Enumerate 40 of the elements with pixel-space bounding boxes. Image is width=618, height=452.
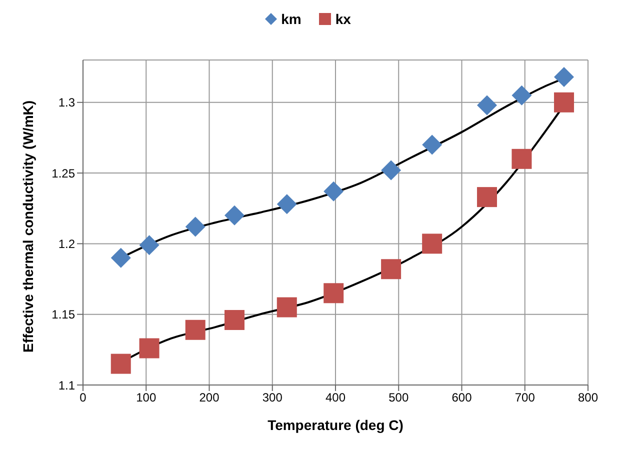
point	[554, 92, 574, 112]
y-tick-label: 1.1	[58, 378, 76, 392]
x-tick-label: 200	[199, 390, 220, 405]
point	[477, 187, 497, 208]
x-tick-label: 700	[514, 390, 536, 405]
x-tick-label: 400	[325, 390, 346, 405]
x-tick-label: 300	[262, 390, 283, 405]
y-tick-label: 1.25	[52, 166, 76, 180]
x-tick-label: 100	[136, 390, 156, 405]
y-axis-title: Effective thermal conductivity (W/mK)	[20, 100, 36, 352]
point	[422, 234, 442, 254]
point	[276, 297, 297, 318]
point	[139, 235, 160, 256]
point	[477, 95, 497, 116]
x-tick-label: 0	[80, 390, 87, 405]
x-tick-label: 500	[388, 390, 409, 405]
point	[224, 310, 244, 330]
point	[324, 181, 344, 202]
point	[224, 205, 244, 226]
point	[422, 134, 442, 155]
point	[512, 85, 532, 106]
legend-label: km	[281, 11, 302, 27]
x-axis-title: Temperature (deg C)	[268, 417, 404, 433]
y-tick-label: 1.15	[52, 308, 76, 322]
y-tick-label: 1.2	[58, 236, 76, 251]
point	[512, 148, 532, 169]
point	[185, 320, 206, 340]
point	[110, 354, 131, 374]
x-tick-label: 800	[578, 390, 598, 405]
point	[110, 248, 131, 268]
point	[381, 259, 402, 280]
point	[185, 216, 206, 237]
point	[381, 160, 402, 180]
point	[554, 66, 574, 87]
point	[139, 338, 160, 358]
legend-label: kx	[335, 11, 351, 27]
point	[276, 194, 297, 214]
x-tick-label: 600	[452, 390, 472, 405]
point	[324, 283, 344, 304]
y-tick-label: 1.3	[58, 96, 76, 110]
